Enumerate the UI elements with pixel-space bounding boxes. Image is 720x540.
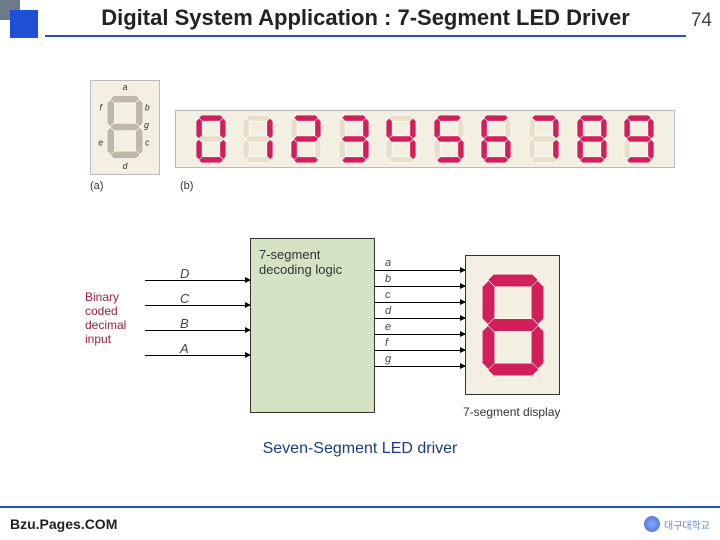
digit-9	[622, 113, 656, 165]
digit-3	[337, 113, 371, 165]
svg-text:c: c	[145, 137, 150, 147]
output-d-line	[375, 318, 465, 319]
figure-caption: Seven-Segment LED driver	[0, 440, 720, 458]
svg-text:g: g	[144, 120, 149, 130]
input-C-line	[145, 305, 250, 306]
svg-text:b: b	[145, 103, 150, 113]
slide-title: Digital System Application : 7-Segment L…	[45, 5, 686, 37]
seven-segment-schematic: a b c d e f g	[90, 80, 160, 175]
digit-8	[575, 113, 609, 165]
output-g-line	[375, 366, 465, 367]
footer-source: Bzu.Pages.COM	[10, 516, 117, 532]
input-B-line	[145, 330, 250, 331]
svg-text:a: a	[123, 82, 128, 92]
output-d-label: d	[385, 305, 391, 317]
svg-text:e: e	[98, 137, 103, 147]
digit-5	[432, 113, 466, 165]
digit-6	[479, 113, 513, 165]
output-c-line	[375, 302, 465, 303]
output-b-label: b	[385, 273, 391, 285]
input-D-label: D	[180, 266, 189, 281]
footer-university: 대구대학교	[644, 516, 710, 532]
output-e-line	[375, 334, 465, 335]
digit-2	[289, 113, 323, 165]
svg-text:d: d	[123, 161, 129, 171]
slide-footer: Bzu.Pages.COM 대구대학교	[0, 506, 720, 540]
output-f-label: f	[385, 337, 388, 349]
block-diagram: Binary coded decimal input D C B A 7-seg…	[85, 230, 620, 425]
digits-row	[175, 110, 675, 168]
digit-0	[194, 113, 228, 165]
input-C-label: C	[180, 291, 189, 306]
figure-b-label: (b)	[180, 180, 193, 192]
slide-header: Digital System Application : 7-Segment L…	[0, 2, 720, 40]
digit-4	[384, 113, 418, 165]
output-a-label: a	[385, 257, 391, 269]
output-f-line	[375, 350, 465, 351]
output-c-label: c	[385, 289, 391, 301]
output-b-line	[375, 286, 465, 287]
input-A-label: A	[180, 341, 189, 356]
output-g-label: g	[385, 353, 391, 365]
digit-1	[241, 113, 275, 165]
display-label: 7-segment display	[463, 405, 560, 419]
university-name: 대구대학교	[664, 517, 710, 532]
decoder-box: 7-segment decoding logic	[250, 238, 375, 413]
output-a-line	[375, 270, 465, 271]
svg-text:f: f	[99, 103, 103, 113]
seven-segment-display	[465, 255, 560, 395]
university-logo-icon	[644, 516, 660, 532]
slide-number: 74	[686, 10, 720, 32]
bcd-input-label: Binary coded decimal input	[85, 290, 140, 346]
input-B-label: B	[180, 316, 189, 331]
header-logo-icon	[0, 0, 45, 42]
input-A-line	[145, 355, 250, 356]
input-D-line	[145, 280, 250, 281]
figure-a-label: (a)	[90, 180, 103, 192]
output-e-label: e	[385, 321, 391, 333]
digit-7	[527, 113, 561, 165]
